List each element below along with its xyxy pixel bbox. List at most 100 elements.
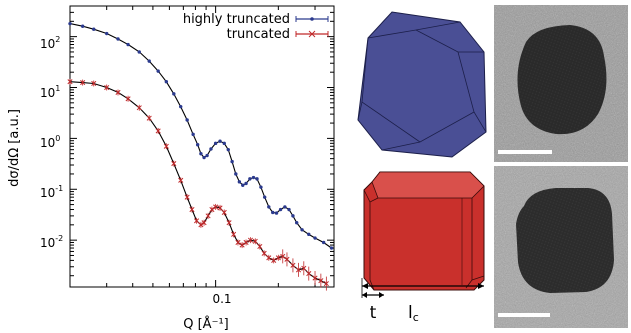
data-point-truncated <box>104 84 110 91</box>
y-tick-label-0.01: 10-2 <box>40 234 63 250</box>
marker-cross <box>213 204 219 210</box>
marker-cross <box>306 271 312 277</box>
data-point-truncated <box>318 273 324 288</box>
data-point-highly-truncated <box>218 139 222 143</box>
data-point-truncated <box>217 204 223 211</box>
data-point-truncated <box>235 239 241 246</box>
marker-cross <box>318 278 324 284</box>
marker-cross <box>104 84 110 91</box>
data-point-truncated <box>205 212 211 219</box>
data-point-highly-truncated <box>307 232 311 237</box>
marker-cross <box>209 206 215 213</box>
data-point-highly-truncated <box>116 37 120 41</box>
marker-cross <box>271 257 277 263</box>
data-point-highly-truncated <box>278 207 283 212</box>
data-point-highly-truncated <box>126 42 130 47</box>
legend-key-truncated <box>295 30 329 38</box>
marker-cross <box>235 239 241 246</box>
marker-cross <box>295 267 302 273</box>
data-point-highly-truncated <box>237 180 242 184</box>
marker-cross <box>205 213 211 219</box>
marker-cross <box>290 262 296 268</box>
data-point-highly-truncated <box>230 159 234 164</box>
y-tick-label-100: 102 <box>40 35 60 51</box>
data-point-highly-truncated <box>156 69 160 73</box>
data-point-truncated <box>271 257 277 264</box>
marker-cross <box>266 255 272 261</box>
data-point-truncated <box>284 252 290 267</box>
data-point-highly-truncated <box>199 152 203 156</box>
data-point-highly-truncated <box>147 59 151 63</box>
data-point-highly-truncated <box>259 185 263 189</box>
data-point-truncated <box>306 266 312 281</box>
data-point-highly-truncated <box>274 211 279 215</box>
marker-cross <box>171 161 177 167</box>
data-point-truncated <box>301 261 307 276</box>
marker-cross <box>221 209 227 216</box>
data-point-highly-truncated <box>283 205 287 209</box>
data-point-truncated <box>261 250 267 257</box>
data-point-truncated <box>146 115 152 122</box>
marker-cross <box>178 177 184 183</box>
data-point-truncated <box>266 254 272 261</box>
tem-image-highly-truncated <box>494 5 628 162</box>
marker-cross <box>323 281 329 287</box>
y-tick-labels: 102 101 100 10-1 10-2 <box>40 35 63 250</box>
data-point-truncated <box>209 206 215 213</box>
data-point-truncated <box>280 249 286 264</box>
tem-image-truncated <box>494 166 628 328</box>
marker-cross <box>184 194 190 200</box>
marker-cross <box>198 222 204 228</box>
y-tick-label-0.1: 10-1 <box>40 184 63 200</box>
data-point-highly-truncated <box>287 207 291 212</box>
data-point-truncated <box>295 262 302 277</box>
data-point-highly-truncated <box>205 153 209 158</box>
data-point-highly-truncated <box>92 27 96 31</box>
marker-cross <box>189 206 195 213</box>
marker-cross <box>217 205 223 211</box>
data-point-truncated <box>312 271 318 286</box>
data-point-truncated <box>155 127 161 134</box>
data-point-highly-truncated <box>80 24 85 28</box>
data-point-truncated <box>247 237 254 244</box>
data-point-highly-truncated <box>172 92 176 96</box>
data-point-highly-truncated <box>251 175 256 180</box>
marker-cross <box>125 96 131 102</box>
data-point-truncated <box>201 219 207 226</box>
data-point-truncated <box>136 104 142 111</box>
data-point-truncated <box>243 239 249 246</box>
data-markers <box>67 21 334 291</box>
data-point-highly-truncated <box>321 240 326 245</box>
data-point-truncated <box>252 238 258 245</box>
data-point-truncated <box>189 206 195 213</box>
data-point-truncated <box>125 95 131 102</box>
data-point-highly-truncated <box>267 205 271 209</box>
data-point-highly-truncated <box>185 118 189 122</box>
scale-bar <box>498 150 552 154</box>
data-point-truncated <box>275 254 281 261</box>
marker-cross <box>163 143 169 149</box>
data-point-highly-truncated <box>213 141 218 146</box>
x-axis-label: Q [Å⁻¹] <box>183 316 228 332</box>
data-point-highly-truncated <box>313 236 317 240</box>
data-point-highly-truncated <box>271 210 275 215</box>
data-point-truncated <box>257 243 263 250</box>
marker-cross <box>280 253 286 259</box>
data-point-highly-truncated <box>68 21 72 26</box>
dim-label-lc: lc <box>408 303 419 324</box>
data-point-highly-truncated <box>164 80 169 84</box>
marker-cross <box>67 79 73 85</box>
data-point-highly-truncated <box>179 104 183 109</box>
marker-cross <box>301 265 307 271</box>
marker-cross <box>231 231 237 237</box>
data-point-truncated <box>184 194 190 201</box>
data-point-truncated <box>163 143 169 150</box>
marker-cross <box>91 80 97 87</box>
y-axis-label: dσ/dΩ [a.u.] <box>7 109 22 187</box>
data-point-highly-truncated <box>248 177 252 181</box>
legend: highly truncated truncated <box>183 12 329 42</box>
data-point-truncated <box>213 203 219 210</box>
marker-cross <box>136 105 142 111</box>
data-point-truncated <box>67 78 73 85</box>
y-tick-label-1: 100 <box>40 134 60 150</box>
